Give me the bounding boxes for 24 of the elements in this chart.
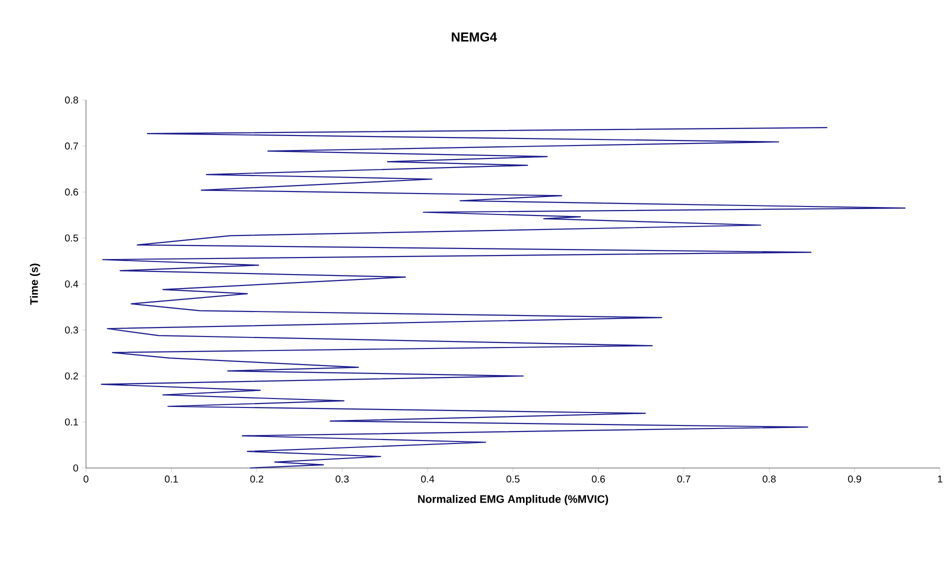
- x-axis-title: Normalized EMG Amplitude (%MVIC): [418, 494, 608, 506]
- line-series: [100, 127, 906, 469]
- x-tick-label: 0.5: [506, 476, 520, 483]
- x-tick-label: 0.1: [164, 476, 178, 483]
- y-tick-label: 0.8: [65, 96, 78, 104]
- x-tick-label: 0.4: [421, 476, 434, 483]
- y-tick-label: 0.4: [65, 280, 78, 288]
- y-tick-label: 0.1: [65, 418, 78, 426]
- x-tick-label: 0.2: [250, 476, 264, 483]
- x-tick-label: 0.3: [336, 476, 349, 483]
- chart-title: NEMG4: [452, 32, 497, 42]
- y-tick-label: 0.7: [65, 142, 78, 150]
- y-tick-label: 0.3: [65, 326, 78, 334]
- x-tick-label: 0.8: [762, 476, 776, 483]
- y-tick-label: 0.5: [65, 234, 78, 242]
- y-tick-label: 0.2: [65, 372, 78, 380]
- x-tick-label: 0.6: [592, 476, 605, 483]
- x-tick-label: 0.9: [848, 476, 862, 483]
- x-tick-label: 0: [84, 476, 88, 483]
- y-tick-label: 0: [73, 464, 78, 472]
- x-tick-label: 0.7: [677, 476, 690, 483]
- y-tick-label: 0.6: [65, 188, 78, 196]
- x-tick-label: 1: [938, 476, 942, 482]
- y-axis-title: Time (s): [30, 264, 40, 305]
